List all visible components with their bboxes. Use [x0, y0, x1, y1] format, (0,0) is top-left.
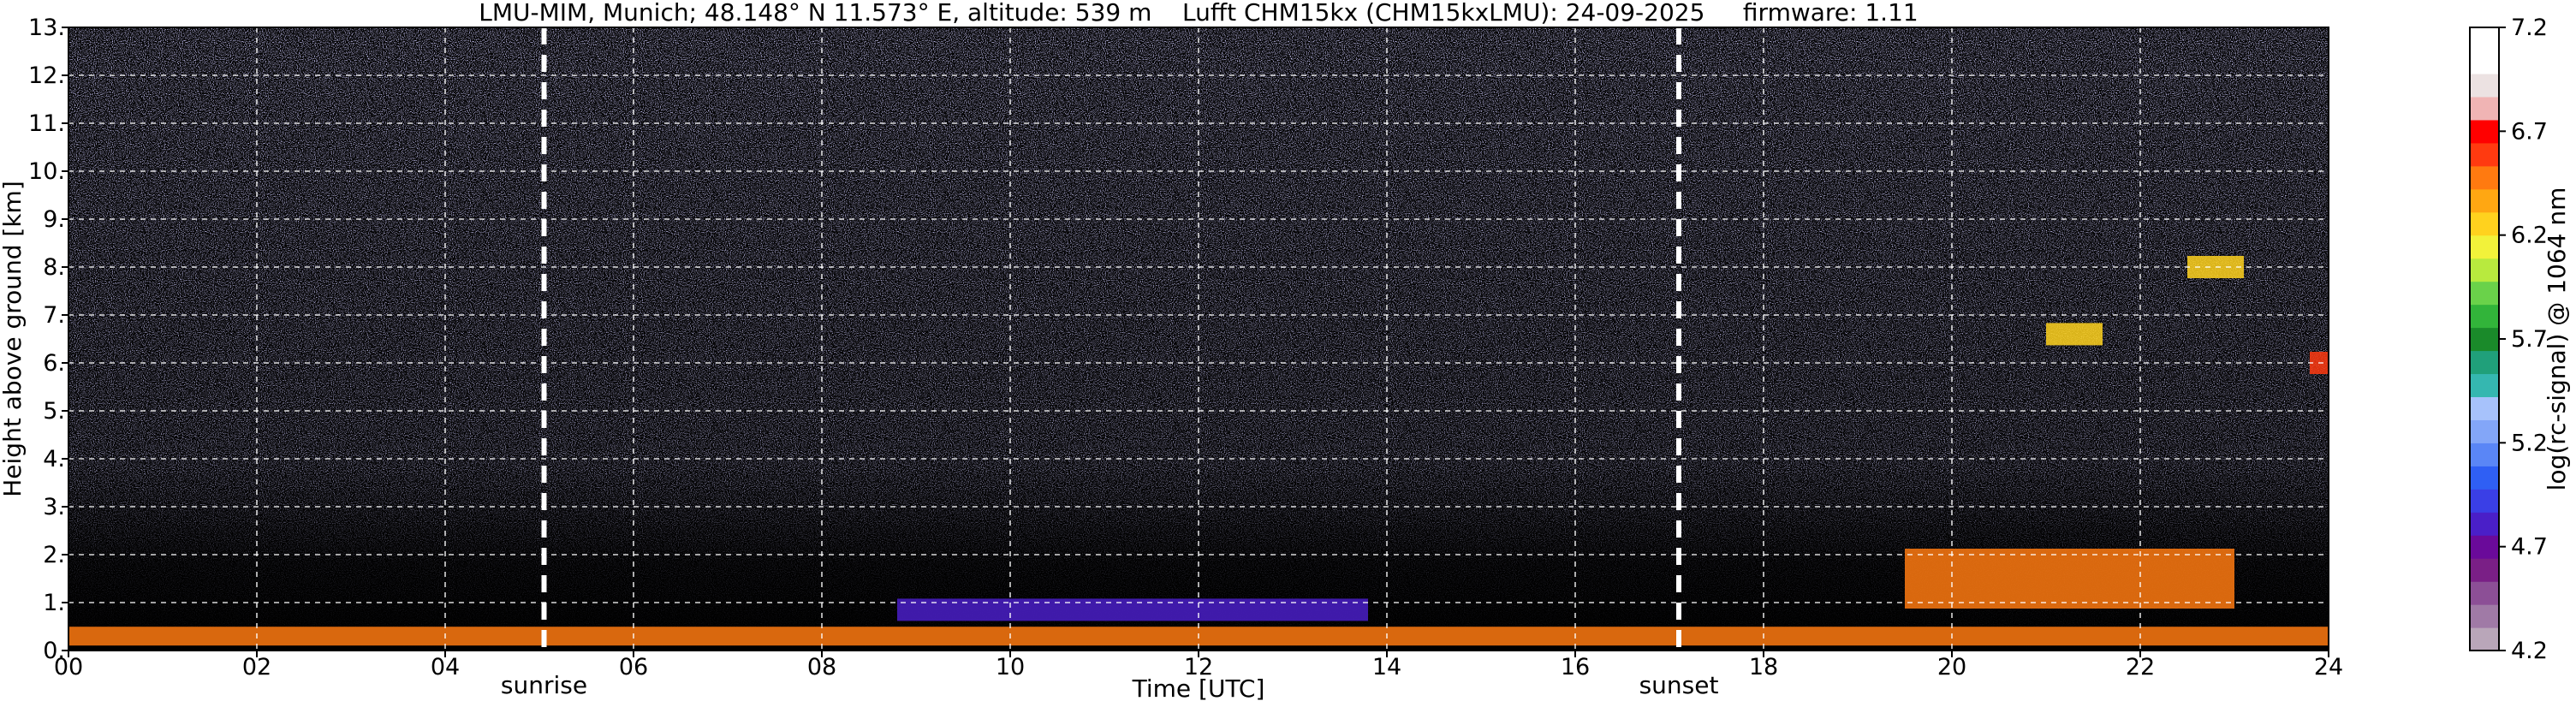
colorbar-swatch — [2470, 373, 2499, 398]
colorbar-swatch — [2470, 27, 2499, 51]
y-tick-label: 4. — [43, 446, 65, 472]
colorbar-swatch — [2470, 188, 2499, 213]
colorbar-tick-label: 7.2 — [2511, 15, 2548, 41]
x-tick-label: 10 — [996, 654, 1025, 680]
colorbar-swatch — [2470, 142, 2499, 167]
colorbar-swatch — [2470, 558, 2499, 582]
y-tick-label: 5. — [43, 398, 65, 425]
y-tick-label: 11. — [28, 110, 65, 137]
feature-elevated-aerosol-layer — [897, 598, 1368, 621]
grid-lines — [68, 27, 2329, 651]
y-tick-label: 1. — [43, 590, 65, 616]
colorbar-swatch — [2470, 419, 2499, 443]
x-tick-label: 12 — [1184, 654, 1213, 680]
colorbar-tick-label: 5.2 — [2511, 430, 2548, 456]
colorbar-swatch — [2470, 258, 2499, 282]
x-tick-label: 24 — [2314, 654, 2343, 680]
plot-area — [68, 27, 2329, 651]
colorbar-swatch — [2470, 73, 2499, 98]
colorbar-tick-label: 6.2 — [2511, 223, 2548, 249]
colorbar-swatch — [2470, 165, 2499, 190]
colorbar-tick-label: 4.7 — [2511, 534, 2548, 561]
x-axis-label: Time [UTC] — [1132, 674, 1265, 703]
solar-event-lines — [541, 27, 1681, 651]
x-tick-label: 18 — [1749, 654, 1778, 680]
x-tick-label: 04 — [431, 654, 460, 680]
y-axis-label: Height above ground [km] — [0, 181, 27, 497]
x-tick-label: 08 — [807, 654, 836, 680]
colorbar-swatch — [2470, 466, 2499, 490]
colorbar-axis: 4.2 4.7 5.2 5.7 6.2 6.7 7.2 — [2499, 15, 2548, 664]
colorbar-swatch — [2470, 50, 2499, 74]
colorbar-swatch — [2470, 396, 2499, 420]
colorbar — [2469, 27, 2500, 651]
colorbar-swatch — [2470, 304, 2499, 329]
x-tick-label: 20 — [1937, 654, 1966, 680]
colorbar-swatch — [2470, 281, 2499, 306]
feature-mid-level-cloud — [2046, 323, 2103, 346]
chart-title: LMU-MIM, Munich; 48.148° N 11.573° E, al… — [479, 0, 1918, 27]
colorbar-swatch — [2470, 327, 2499, 352]
colorbar-tick-label: 6.7 — [2511, 118, 2548, 145]
colorbar-swatch — [2470, 119, 2499, 144]
y-tick-label: 3. — [43, 494, 65, 520]
y-tick-label: 10. — [28, 158, 65, 185]
colorbar-tick-label: 4.2 — [2511, 638, 2548, 664]
colorbar-swatch — [2470, 535, 2499, 559]
y-axis: 0. 1. 2. 3. 4. 5. 6. 7. 8. 9. 10. 11. 12. 13. — [28, 15, 68, 664]
sunrise-label: sunrise — [501, 671, 587, 699]
sunset-label: sunset — [1639, 671, 1719, 699]
y-tick-label: 8. — [43, 254, 65, 281]
colorbar-label: log(rc-signal) @ 1064 nm — [2543, 187, 2571, 491]
x-tick-label: 16 — [1561, 654, 1590, 680]
colorbar-swatch — [2470, 489, 2499, 513]
y-tick-label: 7. — [43, 302, 65, 329]
colorbar-swatch — [2470, 627, 2499, 651]
y-tick-label: 0. — [43, 638, 65, 664]
colorbar-swatch — [2470, 443, 2499, 466]
y-tick-label: 2. — [43, 542, 65, 568]
x-tick-label: 22 — [2126, 654, 2155, 680]
colorbar-swatch — [2470, 512, 2499, 536]
x-tick-label: 14 — [1372, 654, 1401, 680]
x-axis: 00 02 04 06 08 10 12 14 16 18 20 22 24 — [54, 651, 2343, 680]
x-tick-label: 06 — [619, 654, 648, 680]
feature-low-clouds — [1905, 549, 2234, 609]
colorbar-swatch — [2470, 350, 2499, 375]
y-tick-label: 9. — [43, 206, 65, 233]
colorbar-swatch — [2470, 211, 2499, 236]
y-tick-label: 13. — [28, 15, 65, 41]
x-tick-label: 00 — [54, 654, 83, 680]
y-tick-label: 12. — [28, 62, 65, 89]
colorbar-swatch — [2470, 604, 2499, 628]
y-tick-label: 6. — [43, 350, 65, 377]
x-tick-label: 02 — [242, 654, 271, 680]
colorbar-tick-label: 5.7 — [2511, 326, 2548, 353]
colorbar-swatch — [2470, 235, 2499, 259]
colorbar-swatch — [2470, 581, 2499, 605]
colorbar-swatch — [2470, 96, 2499, 121]
